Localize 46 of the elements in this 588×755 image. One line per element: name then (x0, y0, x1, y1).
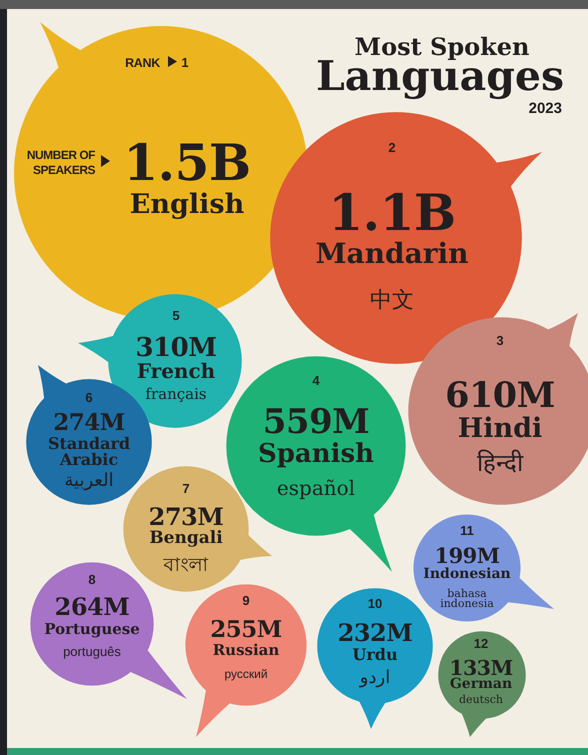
text: русский (224, 667, 268, 681)
text: NUMBER OF SPEAKERS (26, 148, 96, 177)
text: 5 (172, 308, 180, 323)
text: 3 (496, 333, 504, 348)
text: português (63, 644, 121, 659)
text: 7 (182, 481, 190, 496)
text: deutsch (459, 693, 503, 706)
category-label: Indonesian (423, 566, 511, 582)
text: 6 (85, 390, 93, 405)
text: RANK (125, 56, 160, 70)
text: 8 (88, 572, 96, 587)
text: 1 (181, 55, 189, 70)
text: हिन्दी (477, 449, 523, 477)
text: 9 (242, 593, 250, 608)
category-label: Russian (212, 641, 280, 659)
category-label: Urdu (352, 645, 398, 664)
data-label: 273M (148, 502, 224, 531)
category-label: Bengali (149, 528, 224, 548)
category-label: Portuguese (44, 620, 140, 638)
text: 11 (460, 523, 474, 538)
text: español (276, 476, 356, 500)
text: 2 (388, 140, 396, 155)
data-label: 255M (210, 616, 282, 643)
data-label: 559M (262, 402, 370, 442)
text: 12 (474, 636, 488, 651)
data-label: 1.5B (123, 133, 251, 192)
text: 10 (368, 596, 382, 611)
text: bahasa indonesia (440, 587, 494, 610)
text: اردو (360, 667, 390, 688)
data-label: 264M (54, 592, 130, 621)
category-label: German (450, 676, 512, 692)
category-label: Standard Arabic (48, 434, 130, 469)
data-label: 610M (445, 375, 555, 416)
data-label: 199M (434, 543, 500, 568)
category-label: Hindi (458, 413, 542, 444)
data-label: 274M (53, 409, 125, 436)
data-label: 232M (338, 618, 412, 647)
text: 中文 (370, 288, 414, 313)
text: বাংলা (164, 554, 208, 576)
text: 2023 (528, 100, 562, 117)
text: العربية (64, 470, 114, 491)
text: Most Spoken Languages (316, 32, 564, 100)
category-label: Spanish (258, 439, 374, 469)
category-label: English (130, 189, 245, 220)
text: français (145, 385, 207, 403)
text: 4 (312, 373, 320, 388)
